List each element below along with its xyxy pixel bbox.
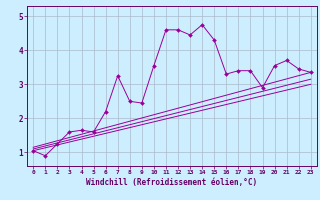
X-axis label: Windchill (Refroidissement éolien,°C): Windchill (Refroidissement éolien,°C) [86, 178, 258, 187]
